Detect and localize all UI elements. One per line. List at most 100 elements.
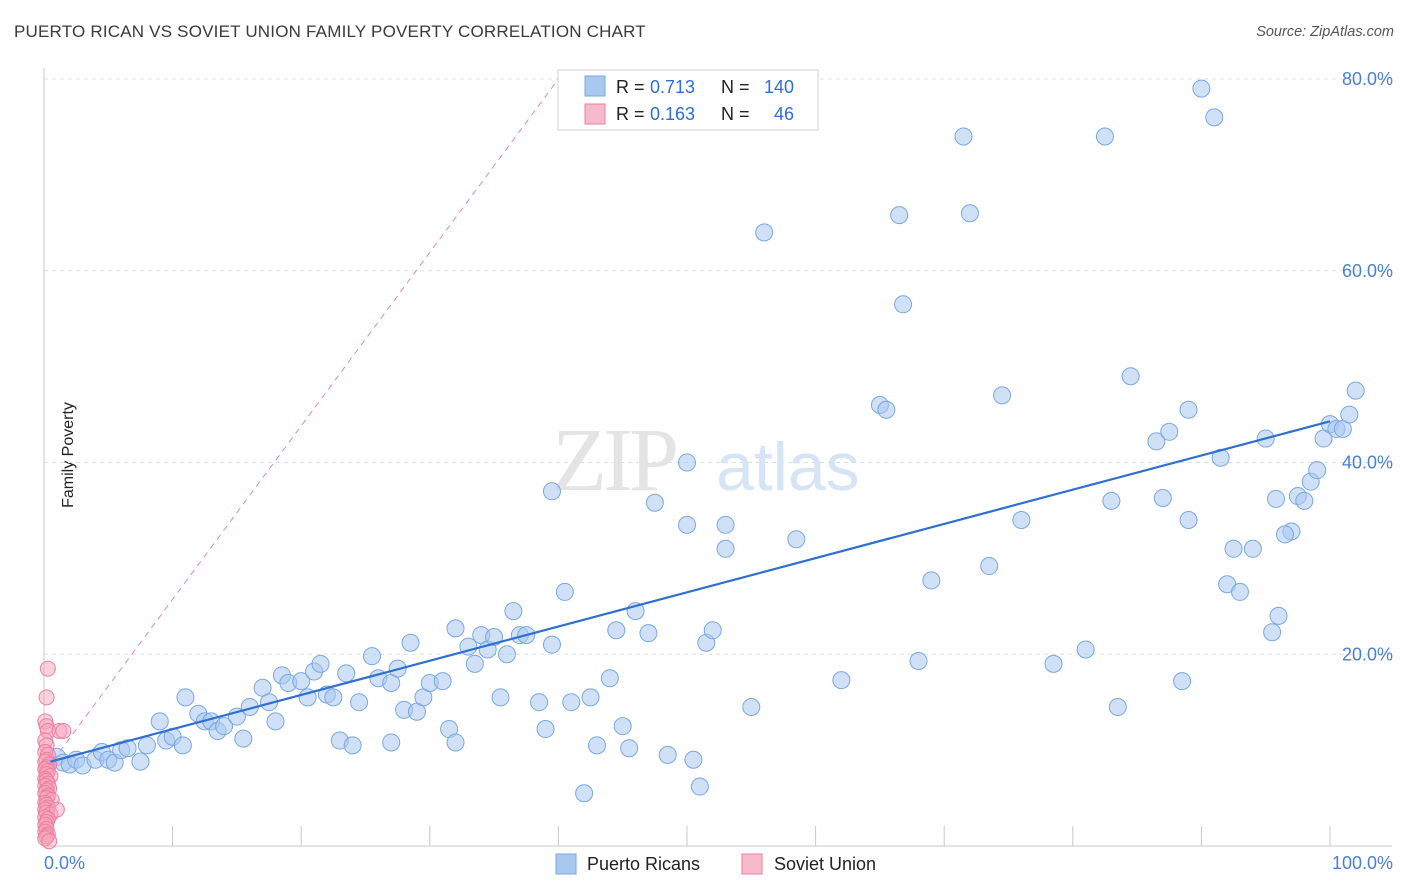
puerto-ricans-point xyxy=(1243,539,1262,558)
puerto-ricans-point xyxy=(131,752,150,771)
puerto-ricans-point xyxy=(1012,511,1031,530)
puerto-ricans-point xyxy=(684,750,703,769)
puerto-ricans-point xyxy=(497,645,516,664)
puerto-ricans-point xyxy=(337,664,356,683)
source-label: Source: ZipAtlas.com xyxy=(1256,24,1394,40)
legend-bottom-label-soviet-union: Soviet Union xyxy=(774,854,876,874)
puerto-ricans-point xyxy=(542,482,561,501)
puerto-ricans-point xyxy=(292,672,311,691)
soviet-union-point xyxy=(39,660,56,677)
puerto-ricans-point xyxy=(536,720,555,739)
puerto-ricans-point xyxy=(922,571,941,590)
puerto-ricans-point xyxy=(555,582,574,601)
puerto-ricans-point xyxy=(343,736,362,755)
puerto-ricans-point xyxy=(382,733,401,752)
puerto-ricans-point xyxy=(542,635,561,654)
puerto-ricans-point xyxy=(1108,697,1127,716)
puerto-ricans-point xyxy=(1102,491,1121,510)
soviet-union-point xyxy=(41,833,58,850)
puerto-ricans-point xyxy=(613,717,632,736)
watermark-atlas: atlas xyxy=(716,429,860,505)
puerto-ricans-point xyxy=(1160,422,1179,441)
puerto-ricans-point xyxy=(504,602,523,621)
puerto-ricans-point xyxy=(890,206,909,225)
tick-labels: 20.0% 40.0% 60.0% 80.0% 0.0% 100.0% xyxy=(44,69,1393,873)
puerto-ricans-point xyxy=(1179,511,1198,530)
soviet-union-points xyxy=(37,660,72,850)
puerto-ricans-point xyxy=(1095,127,1114,146)
puerto-ricans-point xyxy=(1230,582,1249,601)
grid-lines xyxy=(44,78,1392,846)
legend-bottom: Puerto Ricans Soviet Union xyxy=(555,853,876,875)
puerto-ricans-point xyxy=(176,688,195,707)
puerto-ricans-point xyxy=(575,784,594,803)
puerto-ricans-point xyxy=(350,693,369,712)
puerto-ricans-point xyxy=(1263,623,1282,642)
puerto-ricans-point xyxy=(362,647,381,666)
puerto-ricans-point xyxy=(446,733,465,752)
puerto-ricans-point xyxy=(1224,539,1243,558)
puerto-ricans-point xyxy=(787,530,806,549)
puerto-ricans-point xyxy=(1295,491,1314,510)
watermark: ZIP atlas xyxy=(552,411,860,510)
puerto-ricans-point xyxy=(894,295,913,314)
puerto-ricans-point xyxy=(1308,461,1327,480)
puerto-ricans-point xyxy=(1147,432,1166,451)
puerto-ricans-point xyxy=(1266,489,1285,508)
puerto-ricans-point xyxy=(1211,448,1230,467)
puerto-ricans-point xyxy=(465,654,484,673)
soviet-union-point xyxy=(55,722,72,739)
puerto-ricans-point xyxy=(716,539,735,558)
puerto-ricans-point xyxy=(678,515,696,534)
puerto-ricans-point xyxy=(993,386,1012,405)
puerto-ricans-point xyxy=(645,493,664,512)
puerto-ricans-point xyxy=(266,712,285,731)
legend-r-value-2: 0.163 xyxy=(650,104,695,124)
puerto-ricans-point xyxy=(658,745,677,764)
puerto-ricans-point xyxy=(137,736,156,755)
puerto-ricans-point xyxy=(1192,79,1211,98)
watermark-zip: ZIP xyxy=(552,411,676,510)
legend-swatch-puerto-ricans xyxy=(584,75,606,97)
x-tick-label: 100.0% xyxy=(1332,853,1393,873)
puerto-ricans-point xyxy=(587,736,606,755)
puerto-ricans-points xyxy=(47,79,1365,803)
legend-r-value-1: 0.713 xyxy=(650,77,695,97)
puerto-ricans-point xyxy=(1269,606,1288,625)
puerto-ricans-point xyxy=(1179,400,1198,419)
puerto-ricans-point xyxy=(607,621,626,640)
puerto-ricans-trend-segment xyxy=(50,420,1331,763)
soviet-union-trend-segment xyxy=(46,78,559,770)
puerto-ricans-point xyxy=(678,453,696,472)
puerto-ricans-point xyxy=(877,400,896,419)
legend-bottom-swatch-puerto-ricans xyxy=(555,853,577,875)
legend-n-value-2: 46 xyxy=(774,104,794,124)
puerto-ricans-point xyxy=(832,671,851,690)
legend-n-label-2: N = xyxy=(721,104,750,124)
legend-n-value-1: 140 xyxy=(764,77,794,97)
puerto-ricans-point xyxy=(118,739,137,758)
puerto-ricans-point xyxy=(1121,367,1140,386)
puerto-ricans-point xyxy=(491,688,510,707)
puerto-ricans-point xyxy=(742,697,761,716)
puerto-ricans-point xyxy=(960,204,979,223)
puerto-ricans-point xyxy=(909,651,928,670)
puerto-ricans-point xyxy=(716,515,735,534)
puerto-ricans-point xyxy=(324,688,343,707)
legend-swatch-soviet-union xyxy=(584,103,606,125)
legend-bottom-label-puerto-ricans: Puerto Ricans xyxy=(587,854,700,874)
puerto-ricans-point xyxy=(581,688,600,707)
puerto-ricans-point xyxy=(433,672,452,691)
legend-top: R = 0.713 N = 140 R = 0.163 N = 46 xyxy=(557,69,819,131)
puerto-ricans-point xyxy=(1044,654,1063,673)
puerto-ricans-point xyxy=(401,633,420,652)
puerto-ricans-point xyxy=(562,693,581,712)
y-tick-label: 60.0% xyxy=(1342,261,1393,281)
puerto-ricans-trend-line xyxy=(50,420,1331,763)
puerto-ricans-point xyxy=(1340,405,1359,424)
puerto-ricans-point xyxy=(690,777,709,796)
puerto-ricans-point xyxy=(530,693,549,712)
soviet-union-point xyxy=(38,689,55,706)
puerto-ricans-point xyxy=(485,627,504,646)
